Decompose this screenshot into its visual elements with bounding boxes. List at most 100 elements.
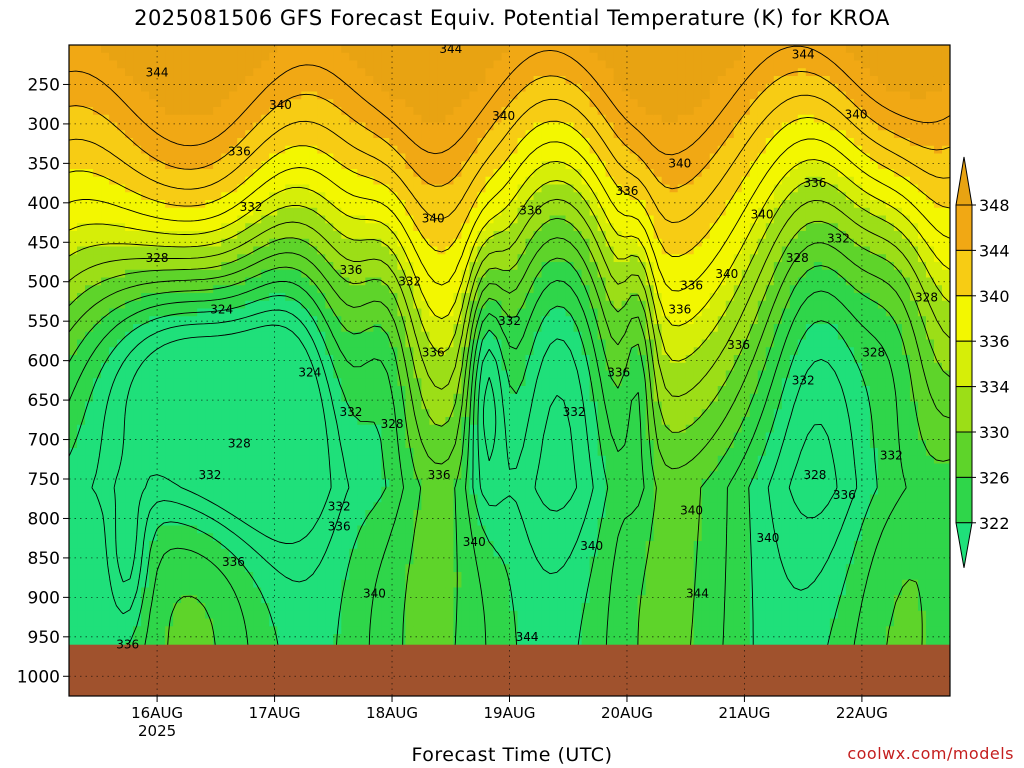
field-cell (397, 99, 406, 108)
field-cell (109, 448, 118, 457)
field-cell (277, 517, 286, 527)
field-cell (245, 246, 254, 255)
field-cell (341, 60, 350, 69)
field-cell (189, 130, 198, 139)
field-cell (461, 331, 471, 341)
field-cell (205, 355, 214, 364)
field-cell (501, 626, 511, 635)
field-cell (165, 401, 174, 410)
field-cell (293, 517, 302, 527)
field-cell (85, 564, 94, 573)
field-cell (181, 355, 190, 364)
field-cell (221, 153, 230, 162)
field-cell (429, 169, 439, 178)
field-cell (309, 269, 318, 279)
field-cell (77, 355, 86, 364)
field-cell (85, 161, 94, 170)
field-cell (365, 517, 374, 527)
field-cell (437, 510, 447, 519)
field-cell (453, 556, 463, 565)
field-cell (373, 316, 382, 325)
field-cell (541, 200, 551, 209)
field-cell (309, 533, 318, 542)
field-cell (429, 362, 439, 372)
field-cell (85, 68, 94, 77)
field-cell (525, 525, 535, 534)
field-cell (173, 556, 182, 565)
field-cell (189, 231, 198, 240)
field-cell (533, 122, 543, 131)
field-cell (541, 316, 551, 325)
field-cell (277, 45, 286, 54)
field-cell (85, 107, 94, 116)
field-cell (125, 138, 134, 147)
field-cell (261, 68, 270, 77)
field-cell (477, 138, 487, 147)
field-cell (405, 122, 414, 131)
field-cell (469, 455, 479, 465)
field-cell (453, 161, 463, 170)
field-cell (93, 401, 102, 410)
field-cell (517, 417, 527, 426)
field-cell (413, 138, 422, 147)
field-cell (149, 378, 158, 387)
field-cell (85, 269, 94, 279)
field-cell (205, 455, 214, 465)
field-cell (109, 556, 118, 565)
field-cell (293, 579, 302, 589)
field-cell (277, 223, 286, 232)
field-cell (357, 246, 366, 255)
field-cell (165, 610, 174, 620)
field-cell (461, 138, 471, 147)
field-cell (453, 316, 463, 325)
field-cell (197, 455, 206, 465)
field-cell (341, 122, 350, 131)
field-cell (453, 91, 463, 100)
field-cell (469, 269, 479, 279)
field-cell (477, 440, 487, 449)
field-cell (133, 285, 142, 294)
field-cell (245, 486, 254, 496)
field-cell (421, 494, 431, 503)
field-cell (469, 169, 479, 178)
field-cell (285, 316, 294, 325)
field-cell (157, 378, 166, 387)
field-cell (173, 603, 182, 612)
field-cell (437, 308, 447, 317)
field-cell (109, 355, 118, 364)
field-cell (205, 231, 214, 240)
field-cell (429, 417, 439, 426)
field-cell (373, 324, 382, 333)
field-cell (445, 432, 455, 441)
field-cell (381, 300, 390, 310)
field-cell (373, 52, 382, 62)
field-cell (485, 76, 495, 85)
field-cell (333, 510, 342, 519)
field-cell (93, 386, 102, 395)
field-cell (429, 145, 439, 155)
field-cell (477, 595, 487, 604)
field-cell (253, 378, 262, 387)
field-cell (325, 533, 334, 542)
field-cell (245, 324, 254, 333)
field-cell (133, 386, 142, 395)
field-cell (165, 316, 174, 325)
field-cell (437, 114, 447, 124)
field-cell (453, 293, 463, 302)
field-cell (493, 393, 503, 403)
field-cell (485, 262, 495, 271)
field-cell (301, 541, 310, 550)
field-cell (453, 533, 463, 542)
field-cell (309, 610, 318, 620)
field-cell (469, 215, 479, 224)
field-cell (165, 417, 174, 426)
field-cell (533, 417, 543, 426)
field-cell (245, 587, 254, 596)
field-cell (301, 610, 310, 620)
field-cell (221, 331, 230, 341)
field-cell (517, 269, 527, 279)
field-cell (405, 378, 414, 387)
field-cell (165, 355, 174, 364)
field-cell (77, 331, 86, 341)
field-cell (365, 138, 374, 147)
